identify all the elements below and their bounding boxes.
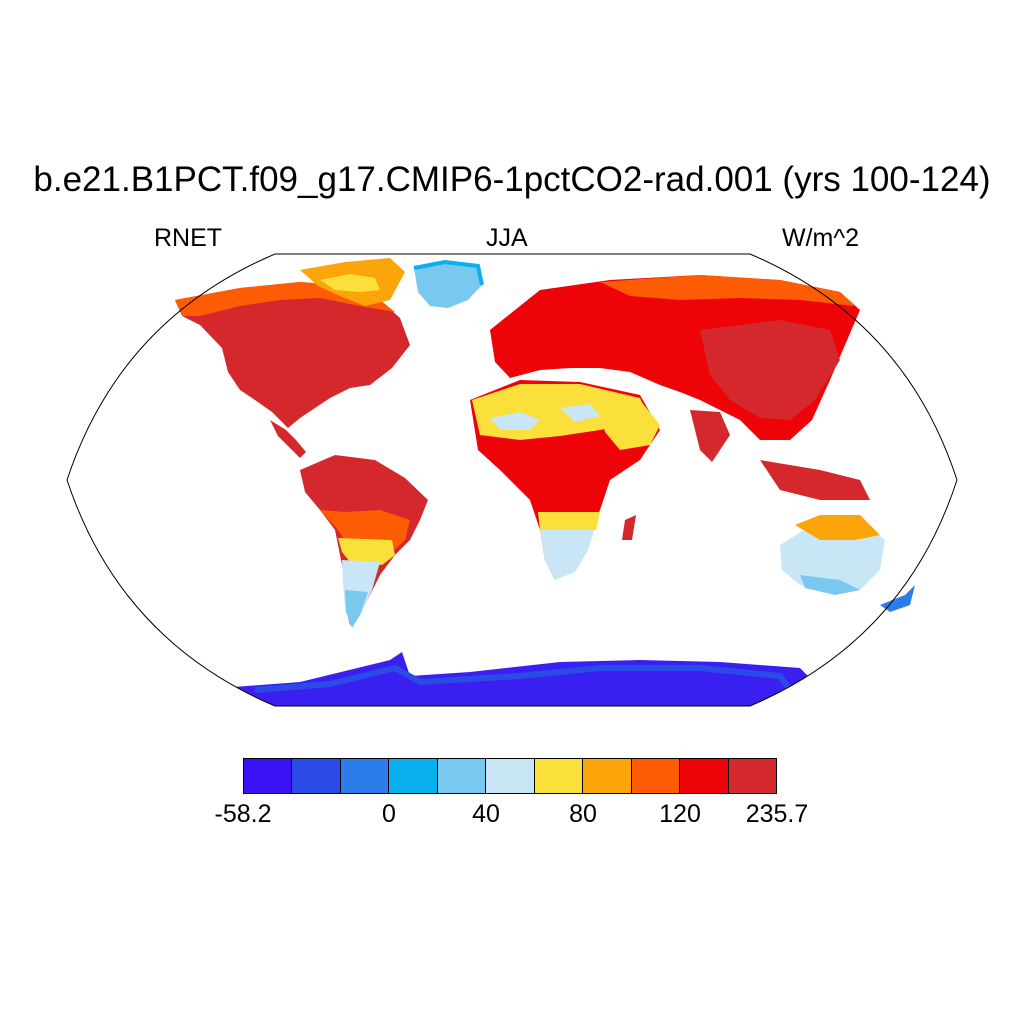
south-africa-transition: [538, 512, 600, 530]
east-asia-region: [700, 320, 840, 420]
north-america-region: [175, 282, 410, 428]
legend-box: [486, 759, 535, 793]
legend-box: [389, 759, 438, 793]
siberia-arctic-band: [600, 275, 855, 306]
central-america-region: [270, 420, 306, 458]
legend-tick-label: -58.2: [214, 800, 272, 828]
legend-tick-label: 235.7: [745, 800, 809, 828]
legend-tick-label: 0: [382, 800, 396, 828]
antarctica-region: [210, 652, 820, 706]
legend-tick-label: 120: [659, 800, 701, 828]
madagascar-region: [622, 515, 636, 540]
legend-box: [437, 759, 487, 793]
units-label: W/m^2: [782, 224, 860, 252]
legend-tick-label: 40: [472, 800, 500, 828]
legend-box: [680, 759, 729, 793]
legend-box: [631, 759, 681, 793]
antarctica-coast-shading: [254, 664, 793, 693]
new-zealand-region: [880, 585, 915, 612]
greenland-edge: [413, 259, 484, 286]
legend-colorbar: [243, 758, 777, 794]
australia-south-band: [800, 575, 860, 595]
arabia-region: [600, 400, 660, 450]
southeast-asia-islands: [760, 460, 870, 500]
globe-boundary: [66, 253, 958, 707]
legend-box: [534, 759, 584, 793]
legend-box: [728, 759, 776, 793]
australia-north-band: [795, 515, 880, 540]
season-label: JJA: [486, 224, 528, 252]
legend-box: [292, 759, 341, 793]
south-america-yellow-band: [338, 538, 395, 565]
greenland-region: [414, 262, 482, 308]
legend-box: [340, 759, 390, 793]
india-region: [690, 410, 730, 462]
sahara-dry-patches: [490, 404, 600, 430]
variable-label: RNET: [154, 224, 223, 252]
legend-box: [244, 759, 293, 793]
arctic-islands-yellow: [320, 274, 380, 292]
legend-tick-label: 80: [569, 800, 597, 828]
legend-box: [583, 759, 632, 793]
plot-title: b.e21.B1PCT.f09_g17.CMIP6-1pctCO2-rad.00…: [33, 160, 991, 199]
south-africa-region: [540, 528, 595, 580]
patagonia-region: [345, 590, 368, 628]
